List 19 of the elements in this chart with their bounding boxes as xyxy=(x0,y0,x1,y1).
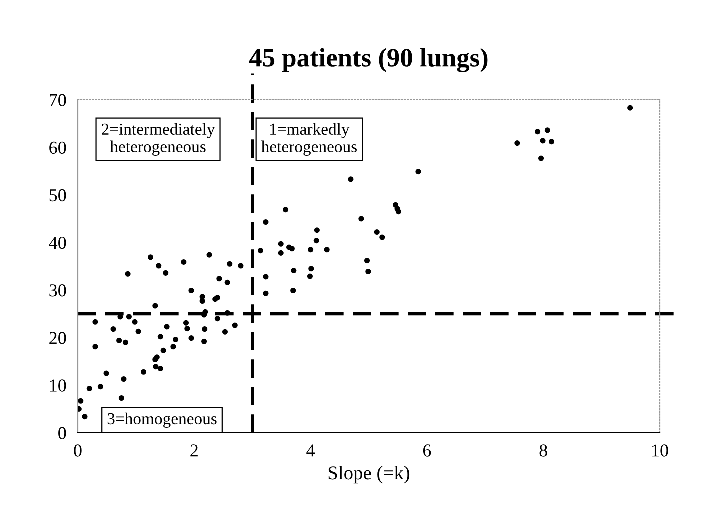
y-tick-label: 60 xyxy=(50,142,66,154)
y-tick-label: 20 xyxy=(50,332,66,344)
x-axis-title: Slope (=k) xyxy=(328,466,410,484)
y-tick-label: 10 xyxy=(50,380,66,392)
y-tick-label: 40 xyxy=(49,236,66,250)
y-tick-label: 50 xyxy=(50,189,66,202)
annotation: 2=intermediately heterogeneous xyxy=(102,123,216,156)
x-tick-label: 6 xyxy=(423,444,432,457)
y-tick-label: 70 xyxy=(50,94,66,106)
x-tick-label: 4 xyxy=(306,444,316,457)
annotation: 1=markedly heterogeneous xyxy=(261,123,357,156)
y-tick-label: 0 xyxy=(58,427,66,440)
x-tick-label: 0 xyxy=(74,444,82,457)
x-tick-label: 2 xyxy=(190,444,198,457)
x-tick-label: 10 xyxy=(652,444,668,457)
y-tick-label: 30 xyxy=(50,284,66,297)
x-tick-label: 8 xyxy=(540,444,548,457)
chart-title: 45 patients (90 lungs) xyxy=(250,48,488,72)
annotation: 3=homogeneous xyxy=(108,412,217,428)
